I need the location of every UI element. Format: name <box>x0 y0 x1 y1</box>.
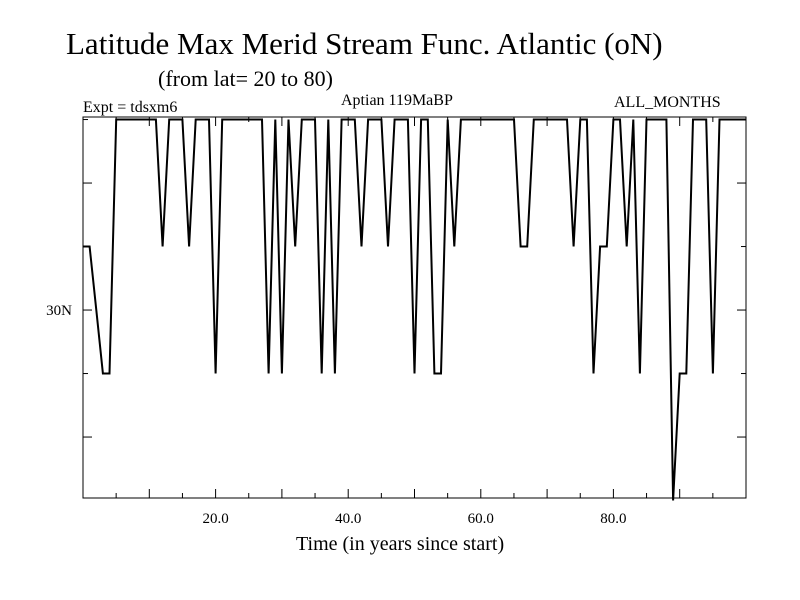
x-tick-label: 20.0 <box>202 511 228 527</box>
axis-ticks <box>83 117 746 498</box>
plot-frame <box>82 116 747 499</box>
experiment-label: Expt = tdsxm6 <box>83 99 178 116</box>
months-label: ALL_MONTHS <box>614 94 721 111</box>
x-axis-label: Time (in years since start) <box>296 533 505 555</box>
axis-tick-labels: 20.0 40.0 60.0 80.0 30N <box>46 303 626 527</box>
period-label: Aptian 119MaBP <box>341 92 453 109</box>
chart-subtitle: (from lat= 20 to 80) <box>158 66 333 91</box>
series-line <box>83 118 746 501</box>
x-tick-label: 60.0 <box>468 511 494 527</box>
y-tick-label: 30N <box>46 303 72 319</box>
chart-title: Latitude Max Merid Stream Func. Atlantic… <box>66 26 663 61</box>
x-tick-label: 80.0 <box>600 511 626 527</box>
x-tick-label: 40.0 <box>335 511 361 527</box>
